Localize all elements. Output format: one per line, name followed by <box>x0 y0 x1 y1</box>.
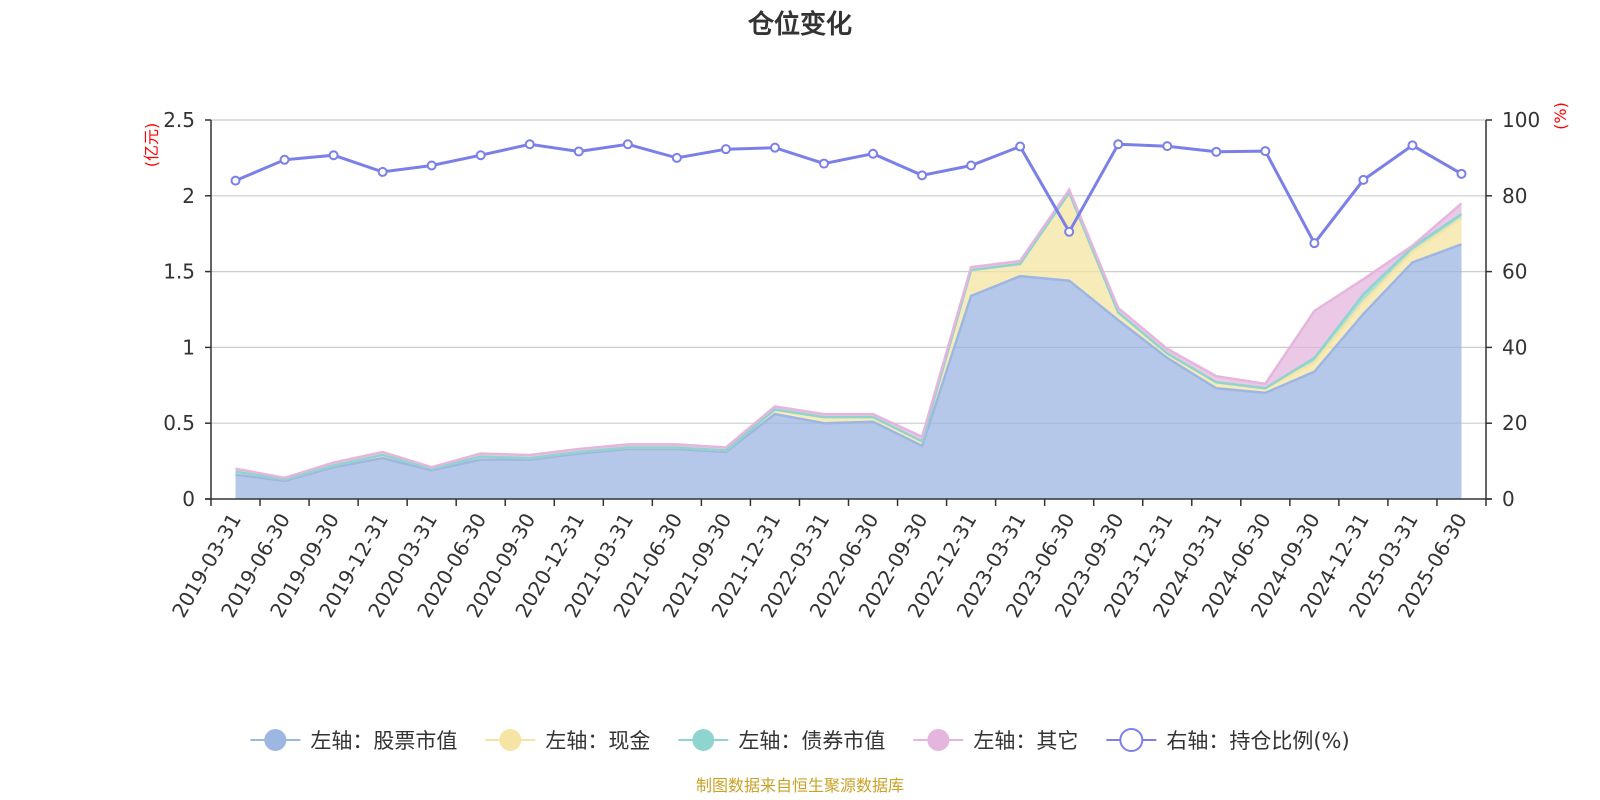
ratio-point <box>1113 139 1124 150</box>
area-edge-左轴：其它 <box>235 187 1463 480</box>
right-y-tick-label: 80 <box>1502 184 1527 208</box>
ratio-point <box>328 150 339 161</box>
ratio-point <box>1358 174 1369 185</box>
ratio-point <box>671 152 682 163</box>
legend: 左轴：股票市值 左轴：现金 左轴：债券市值 左轴：其它 右轴：持仓比例(%) <box>250 728 1350 753</box>
legend-swatch-marker <box>499 729 522 751</box>
ratio-point <box>1015 141 1026 152</box>
legend-swatch-marker <box>1119 728 1144 752</box>
ratio-point <box>1456 168 1467 179</box>
right-y-tick-label: 40 <box>1502 335 1527 359</box>
right-axis-unit-label: (%) <box>1551 102 1570 130</box>
ratio-point <box>426 160 437 171</box>
legend-label: 左轴：其它 <box>973 729 1078 753</box>
legend-label: 左轴：现金 <box>545 729 650 753</box>
right-y-tick-label: 0 <box>1502 487 1515 511</box>
area-edge-左轴：债券市值 <box>235 190 1463 481</box>
left-y-tick-label: 0.5 <box>163 411 195 435</box>
left-axis-unit-label: (亿元) <box>142 123 161 168</box>
ratio-point <box>917 170 928 181</box>
ratio-point <box>475 150 486 161</box>
ratio-point <box>1162 141 1173 152</box>
left-y-tick-label: 1 <box>182 335 195 359</box>
ratio-point <box>720 144 731 155</box>
right-y-tick-label: 60 <box>1502 260 1527 284</box>
ratio-point <box>622 139 633 150</box>
holding-ratio-line <box>230 139 1467 249</box>
ratio-point <box>818 158 829 169</box>
ratio-point <box>868 148 879 159</box>
area-edge-左轴：股票市值 <box>235 243 1462 483</box>
stacked-areas <box>235 187 1463 499</box>
left-y-tick-label: 1.5 <box>163 260 195 284</box>
ratio-point <box>279 154 290 165</box>
left-y-tick-label: 0 <box>182 487 195 511</box>
ratio-point <box>230 175 241 186</box>
ratio-point <box>377 166 388 177</box>
right-y-tick-label: 100 <box>1502 108 1540 132</box>
ratio-point <box>524 139 535 150</box>
legend-label: 左轴：债券市值 <box>738 729 885 753</box>
ratio-line-path <box>234 142 1463 246</box>
legend-swatch-marker <box>264 729 287 751</box>
area-左轴：股票市值 <box>235 244 1462 499</box>
ratio-point <box>966 160 977 171</box>
legend-swatch-marker <box>927 729 950 751</box>
legend-swatch-marker <box>692 729 715 751</box>
ratio-point <box>573 146 584 157</box>
chart-title: 仓位变化 <box>747 9 852 40</box>
ratio-point <box>769 142 780 153</box>
data-source-note: 制图数据来自恒生聚源数据库 <box>696 776 904 795</box>
legend-label: 右轴：持仓比例(%) <box>1166 729 1349 753</box>
ratio-point <box>1309 238 1320 249</box>
ratio-point <box>1260 146 1271 157</box>
left-y-tick-label: 2.5 <box>163 108 195 132</box>
right-y-tick-label: 20 <box>1502 411 1527 435</box>
ratio-point <box>1211 146 1222 157</box>
ratio-point <box>1407 140 1418 151</box>
ratio-point <box>1064 226 1075 237</box>
legend-label: 左轴：股票市值 <box>310 729 457 753</box>
left-y-tick-label: 2 <box>182 184 195 208</box>
